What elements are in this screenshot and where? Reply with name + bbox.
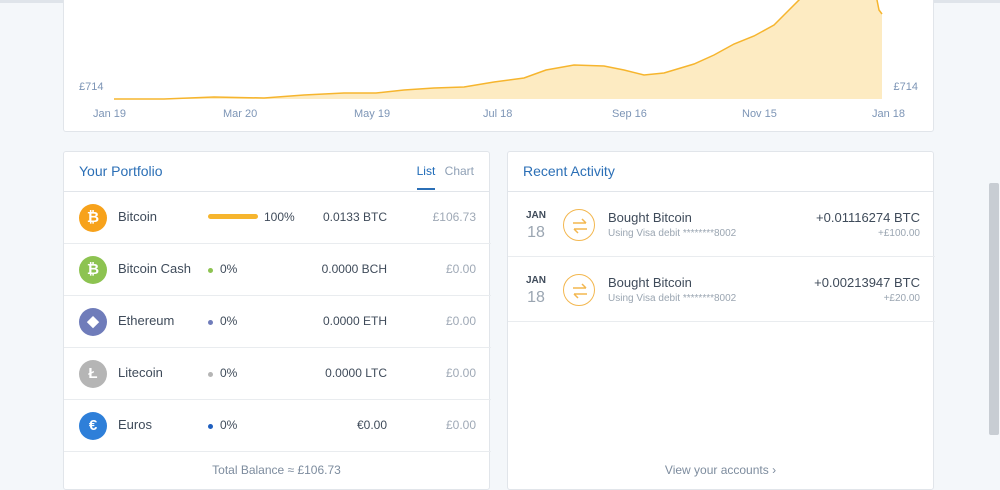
asset-amount: 0.0133 BTC <box>322 210 387 224</box>
euro-icon: € <box>79 412 107 440</box>
portfolio-header: Your Portfolio List Chart <box>64 152 489 192</box>
asset-name: Bitcoin <box>118 209 158 224</box>
asset-name: Bitcoin Cash <box>118 261 191 276</box>
activity-day: 18 <box>527 289 545 306</box>
allocation-dot <box>208 320 213 325</box>
view-accounts-link[interactable]: View your accounts › <box>664 463 777 477</box>
price-area <box>114 0 882 99</box>
tab-list[interactable]: List <box>416 164 436 178</box>
x-axis-label: Mar 20 <box>223 108 258 120</box>
recent-activity-card: Recent Activity JAN 18 Bought Bitcoin Using… <box>507 151 935 490</box>
tab-chart[interactable]: Chart <box>444 164 474 178</box>
asset-row-ethereum[interactable]: ◆ Ethereum 0% 0.0000 ETH £0.00 <box>64 296 491 348</box>
activity-day: 18 <box>527 224 545 241</box>
asset-pct: 0% <box>220 262 238 276</box>
asset-amount: 0.0000 LTC <box>325 366 387 380</box>
portfolio-card: Your Portfolio List Chart ₿ Bitcoin 100% 0.… <box>63 151 491 490</box>
asset-name: Ethereum <box>118 313 175 328</box>
x-axis-label: Nov 15 <box>742 108 777 120</box>
swap-icon <box>563 274 595 306</box>
activity-payment-method: Using Visa debit ********8002 <box>608 293 737 304</box>
bitcoin-icon: ₿ <box>79 204 107 232</box>
activity-item[interactable]: JAN 18 Bought Bitcoin Using Visa debit ****… <box>508 192 935 257</box>
allocation-bar <box>208 214 258 219</box>
asset-pct: 0% <box>220 366 238 380</box>
swap-icon <box>563 209 595 241</box>
asset-value: £0.00 <box>445 262 476 276</box>
x-axis-label: Sep 16 <box>612 108 647 120</box>
asset-pct: 0% <box>220 418 238 432</box>
portfolio-tabs: List Chart <box>411 164 474 178</box>
asset-value: £0.00 <box>445 366 476 380</box>
x-axis-label: Jan 18 <box>872 108 906 120</box>
activity-title: Recent Activity <box>523 163 615 179</box>
allocation-dot <box>208 424 213 429</box>
activity-crypto-amount: +0.00213947 BTC <box>814 275 920 290</box>
activity-crypto-amount: +0.01116274 BTC <box>816 210 920 225</box>
price-label-right: £714 <box>893 81 918 93</box>
activity-title-text: Bought Bitcoin <box>608 275 692 290</box>
ethereum-icon: ◆ <box>79 308 107 336</box>
x-axis-label: Jul 18 <box>483 108 513 120</box>
allocation-dot <box>208 372 213 377</box>
asset-name: Litecoin <box>118 365 163 380</box>
asset-row-litecoin[interactable]: Ł Litecoin 0% 0.0000 LTC £0.00 <box>64 348 491 400</box>
tab-list-underline <box>417 188 435 190</box>
asset-amount: 0.0000 ETH <box>322 314 387 328</box>
bitcoin-cash-icon: ₿ <box>79 256 107 284</box>
activity-item[interactable]: JAN 18 Bought Bitcoin Using Visa debit ****… <box>508 257 935 322</box>
price-chart[interactable]: £714 £714 Jan 19 Mar 20 May 19 Jul 18 Sep 16… <box>63 0 934 132</box>
activity-fiat-amount: +£20.00 <box>883 293 920 304</box>
price-chart-svg <box>114 0 883 100</box>
asset-pct: 100% <box>264 210 295 224</box>
price-line <box>114 0 883 100</box>
asset-row-bitcoin-cash[interactable]: ₿ Bitcoin Cash 0% 0.0000 BCH £0.00 <box>64 244 491 296</box>
asset-pct: 0% <box>220 314 238 328</box>
x-axis-label: May 19 <box>354 108 391 120</box>
asset-amount: €0.00 <box>356 418 387 432</box>
activity-header: Recent Activity <box>508 152 933 192</box>
asset-row-bitcoin[interactable]: ₿ Bitcoin 100% 0.0133 BTC £106.73 <box>64 192 491 244</box>
litecoin-icon: Ł <box>79 360 107 388</box>
activity-title-text: Bought Bitcoin <box>608 210 692 225</box>
activity-month: JAN <box>525 275 546 286</box>
scrollbar-thumb[interactable] <box>989 183 999 435</box>
asset-row-euros[interactable]: € Euros 0% €0.00 £0.00 <box>64 400 491 452</box>
portfolio-title: Your Portfolio <box>79 163 163 179</box>
allocation-dot <box>208 268 213 273</box>
activity-month: JAN <box>525 210 546 221</box>
asset-value: £0.00 <box>445 418 476 432</box>
asset-value: £106.73 <box>432 210 476 224</box>
activity-payment-method: Using Visa debit ********8002 <box>608 228 737 239</box>
asset-value: £0.00 <box>445 314 476 328</box>
x-axis-label: Jan 19 <box>93 108 127 120</box>
asset-name: Euros <box>118 417 152 432</box>
asset-amount: 0.0000 BCH <box>321 262 387 276</box>
activity-fiat-amount: +£100.00 <box>878 228 920 239</box>
total-balance: Total Balance ≈ £106.73 <box>212 463 341 477</box>
price-label-left: £714 <box>79 81 104 93</box>
